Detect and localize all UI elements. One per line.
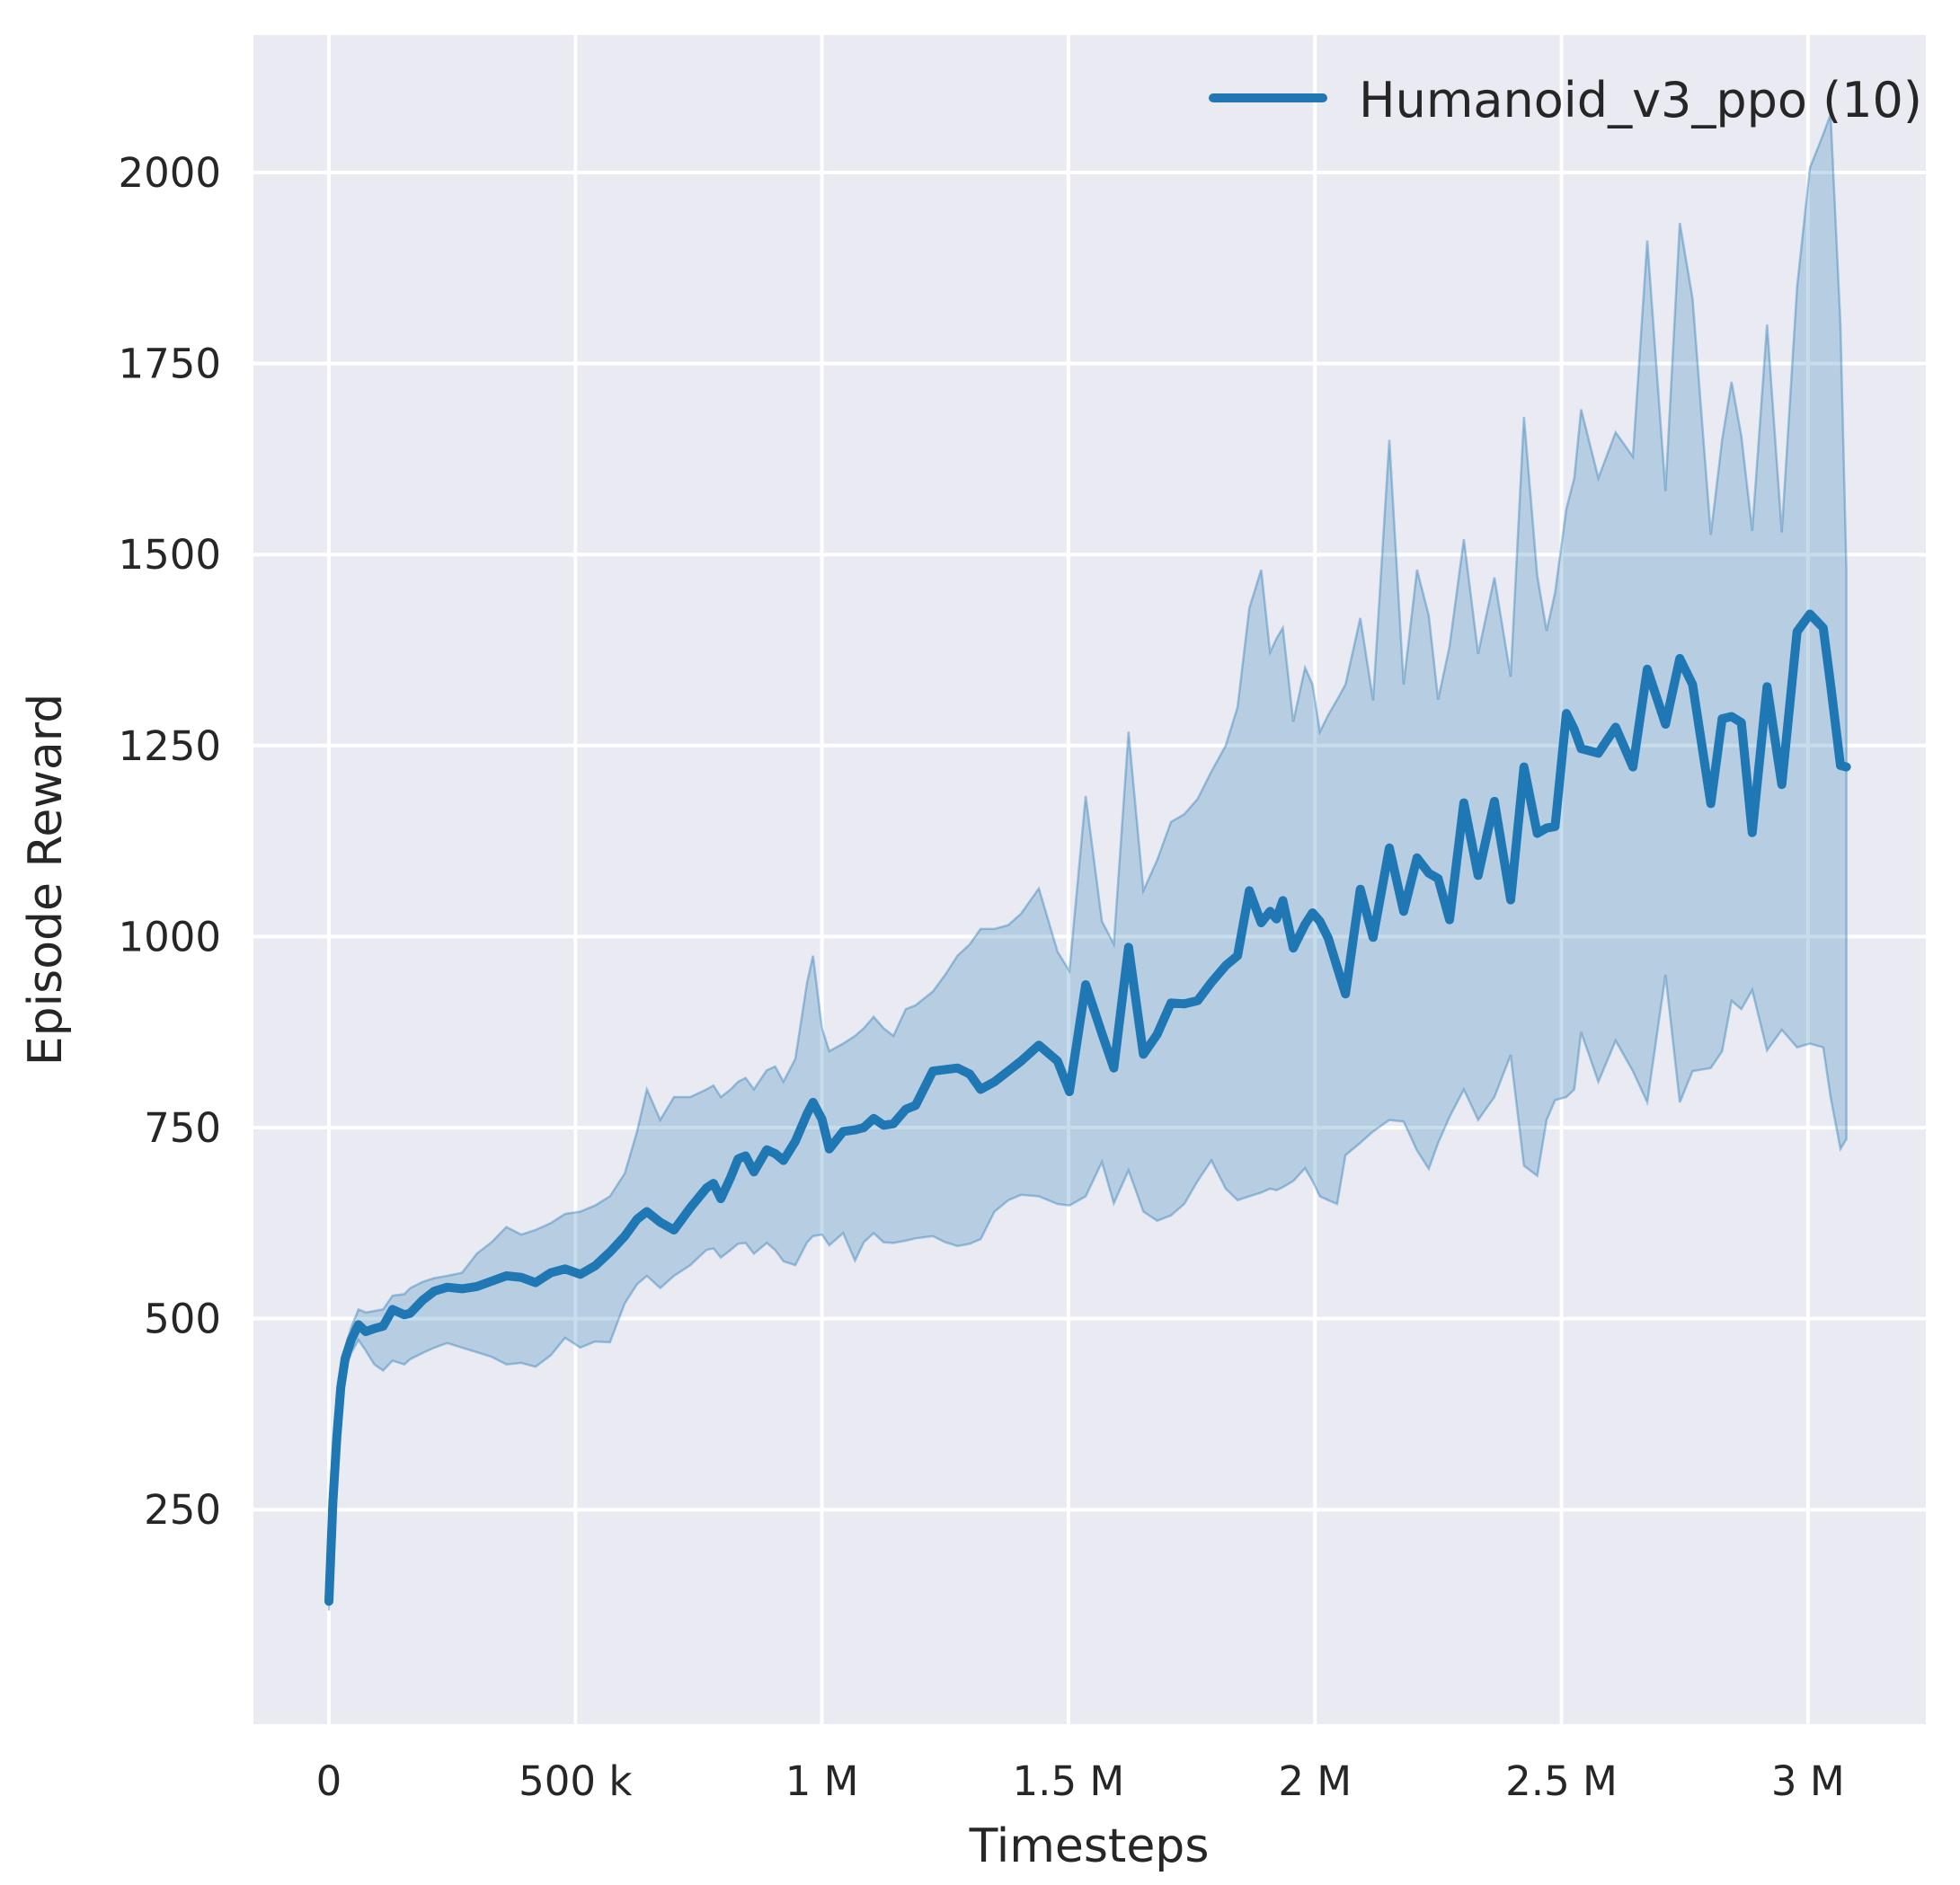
y-tick-label: 2000 (118, 149, 221, 197)
x-axis-tick-labels: 0 500 k 1 M 1.5 M 2 M 2.5 M 3 M (316, 1757, 1845, 1805)
plot-panel (253, 35, 1926, 1724)
y-axis-label: Episode Reward (19, 694, 73, 1066)
y-axis-tick-labels: 250 500 750 1000 1250 1500 1750 2000 (118, 149, 221, 1534)
x-tick-label: 0 (316, 1757, 342, 1805)
y-tick-label: 1500 (118, 531, 221, 579)
y-tick-label: 1250 (118, 722, 221, 770)
x-tick-label: 1 M (785, 1757, 859, 1805)
x-tick-label: 2.5 M (1505, 1757, 1618, 1805)
confidence-band (327, 113, 1848, 1611)
x-tick-label: 3 M (1771, 1757, 1845, 1805)
legend-entry-label: Humanoid_v3_ppo (10) (1359, 72, 1922, 128)
x-tick-label: 2 M (1278, 1757, 1352, 1805)
x-tick-label: 1.5 M (1013, 1757, 1125, 1805)
x-axis-label: Timesteps (969, 1819, 1210, 1873)
y-tick-label: 1000 (118, 913, 221, 960)
y-tick-label: 500 (144, 1296, 221, 1343)
series-line-humanoid-v3-ppo (324, 609, 1851, 1606)
y-tick-label: 750 (144, 1104, 221, 1152)
y-tick-label: 250 (144, 1486, 221, 1534)
legend: Humanoid_v3_ppo (10) (1209, 72, 1922, 128)
gridlines (253, 35, 1926, 1724)
y-tick-label: 1750 (118, 341, 221, 388)
x-tick-label: 500 k (519, 1757, 632, 1805)
